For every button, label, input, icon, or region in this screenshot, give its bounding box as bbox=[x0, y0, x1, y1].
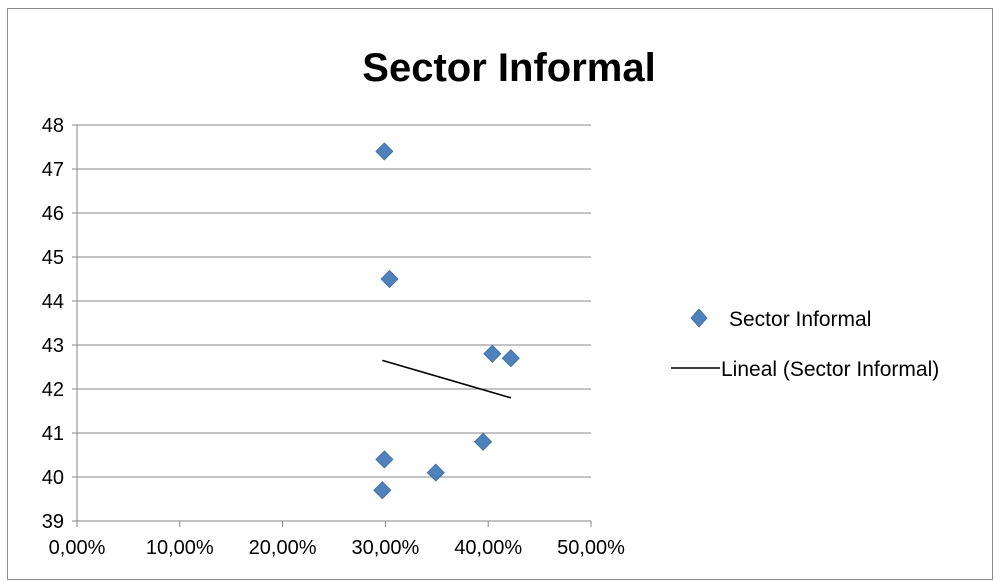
y-axis-ticks: 39 40 41 42 43 44 45 46 47 48 bbox=[42, 115, 77, 533]
y-tick-label: 45 bbox=[42, 247, 64, 269]
x-tick-label: 10,00% bbox=[146, 537, 214, 559]
legend-marker-sector-informal bbox=[690, 308, 708, 328]
x-tick-label: 30,00% bbox=[351, 537, 419, 559]
y-tick-label: 42 bbox=[42, 379, 64, 401]
y-tick-label: 48 bbox=[42, 115, 64, 137]
legend: Sector Informal Lineal (Sector Informal) bbox=[671, 308, 939, 381]
y-tick-label: 41 bbox=[42, 423, 64, 445]
x-tick-label: 50,00% bbox=[557, 537, 625, 559]
y-tick-label: 47 bbox=[42, 159, 64, 181]
data-point bbox=[375, 142, 394, 161]
y-tick-label: 43 bbox=[42, 335, 64, 357]
data-point bbox=[373, 481, 392, 500]
trendline-layer bbox=[382, 359, 512, 399]
data-point bbox=[473, 432, 493, 451]
data-point bbox=[375, 450, 394, 469]
data-point bbox=[380, 269, 399, 289]
x-axis-ticks: 0,00% 10,00% 20,00% 30,00% 40,00% 50,00% bbox=[49, 521, 625, 559]
chart-frame bbox=[7, 8, 993, 580]
legend-label-sector-informal: Sector Informal bbox=[729, 308, 871, 331]
trendline bbox=[382, 359, 512, 399]
data-point bbox=[501, 349, 520, 368]
y-tick-label: 40 bbox=[42, 467, 64, 489]
y-tick-label: 46 bbox=[42, 203, 64, 225]
gridlines bbox=[77, 124, 591, 478]
y-tick-label: 39 bbox=[42, 511, 64, 533]
data-point bbox=[426, 463, 445, 482]
x-tick-label: 20,00% bbox=[249, 537, 317, 559]
legend-label-trendline: Lineal (Sector Informal) bbox=[721, 358, 939, 381]
y-tick-label: 44 bbox=[42, 291, 64, 313]
axes bbox=[76, 125, 591, 522]
chart-title: Sector Informal bbox=[362, 46, 655, 90]
points-layer bbox=[373, 142, 520, 500]
x-tick-label: 40,00% bbox=[454, 537, 522, 559]
data-point bbox=[483, 344, 502, 363]
x-tick-label: 0,00% bbox=[49, 537, 106, 559]
